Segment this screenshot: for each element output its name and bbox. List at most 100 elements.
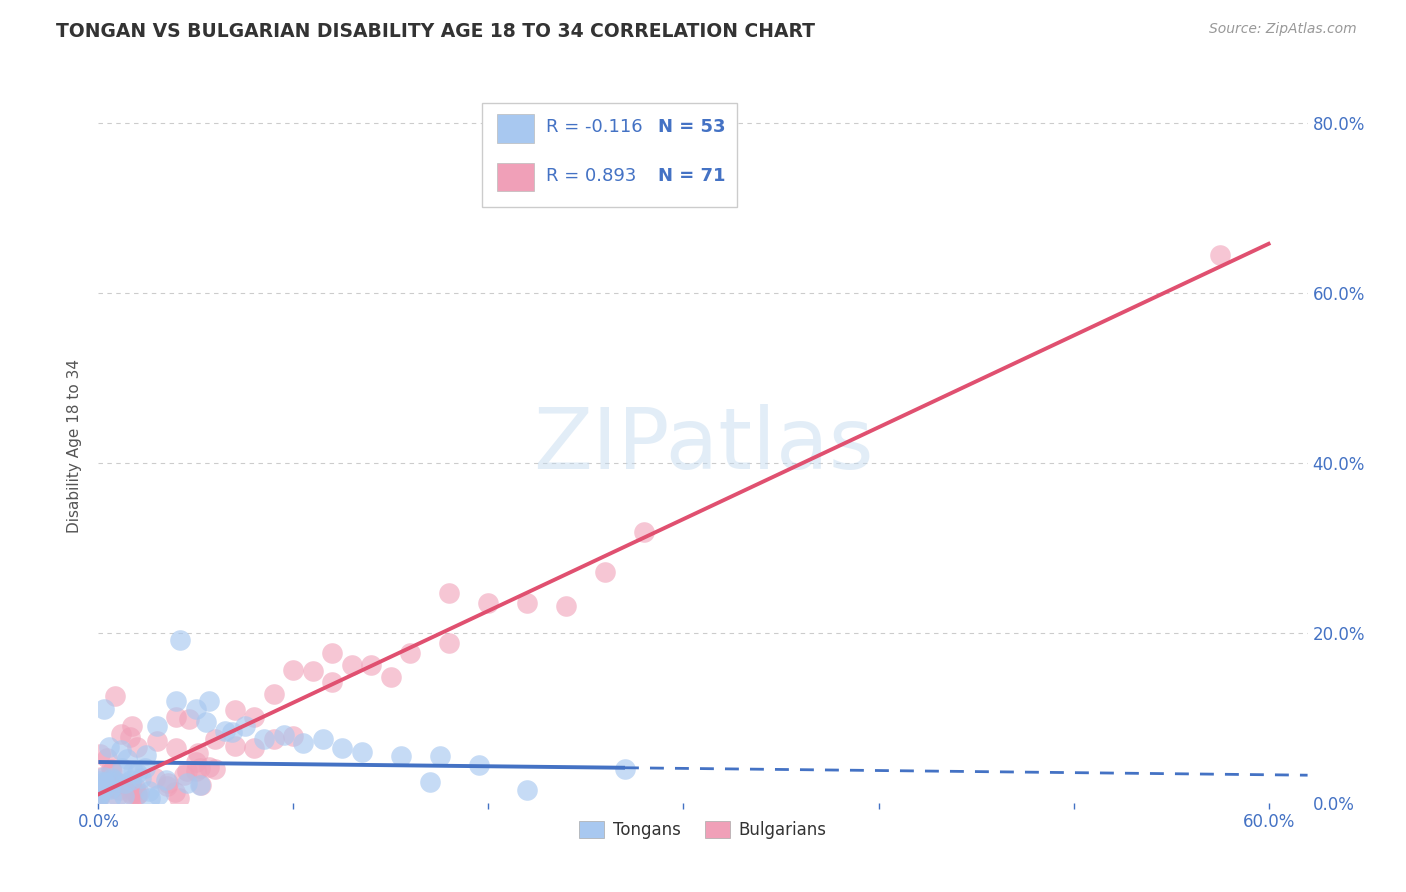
Point	[96, 751, 118, 765]
Point	[253, 732, 276, 747]
Point	[233, 719, 256, 733]
Point	[100, 780, 122, 795]
Point	[194, 715, 217, 730]
Point	[105, 789, 128, 804]
Point	[273, 728, 295, 742]
Point	[169, 791, 191, 805]
Point	[121, 719, 143, 733]
Point	[115, 752, 138, 766]
Point	[112, 789, 135, 803]
Point	[90, 770, 112, 784]
Point	[165, 694, 187, 708]
Point	[96, 775, 118, 789]
Point	[292, 736, 315, 750]
Point	[134, 761, 156, 775]
Point	[155, 772, 177, 787]
Point	[467, 757, 489, 772]
Point	[138, 790, 160, 805]
Point	[93, 702, 115, 716]
Point	[263, 687, 285, 701]
Point	[146, 719, 169, 733]
Legend: Tongans, Bulgarians: Tongans, Bulgarians	[572, 814, 834, 846]
Point	[380, 671, 402, 685]
Point	[98, 775, 121, 789]
Point	[100, 762, 122, 776]
Point	[93, 770, 115, 784]
Point	[120, 786, 142, 800]
Point	[633, 525, 655, 540]
Point	[108, 776, 131, 790]
Point	[127, 788, 149, 802]
Point	[87, 790, 110, 805]
Point	[135, 748, 157, 763]
Point	[190, 779, 212, 793]
Point	[124, 780, 146, 795]
Text: ZIPatlas: ZIPatlas	[533, 404, 873, 488]
Point	[176, 764, 198, 779]
Point	[90, 783, 112, 797]
Point	[165, 709, 187, 723]
Point	[188, 778, 211, 792]
Point	[419, 774, 441, 789]
Text: N = 53: N = 53	[658, 118, 725, 136]
Point	[165, 741, 187, 756]
Point	[121, 788, 143, 802]
Point	[101, 773, 124, 788]
Point	[176, 776, 198, 790]
Point	[121, 764, 143, 778]
Y-axis label: Disability Age 18 to 34: Disability Age 18 to 34	[67, 359, 83, 533]
Point	[224, 739, 246, 753]
Text: N = 71: N = 71	[658, 167, 725, 185]
Point	[169, 633, 191, 648]
Point	[516, 783, 538, 797]
Point	[128, 786, 150, 800]
Point	[101, 771, 124, 785]
Point	[108, 782, 131, 797]
Point	[340, 658, 363, 673]
Point	[122, 785, 145, 799]
Point	[125, 787, 148, 801]
Point	[204, 762, 226, 776]
Point	[243, 710, 266, 724]
Point	[321, 646, 343, 660]
Text: TONGAN VS BULGARIAN DISABILITY AGE 18 TO 34 CORRELATION CHART: TONGAN VS BULGARIAN DISABILITY AGE 18 TO…	[56, 22, 815, 41]
Point	[89, 786, 111, 800]
Point	[177, 712, 200, 726]
Point	[110, 743, 132, 757]
Point	[283, 729, 305, 743]
Point	[127, 766, 149, 780]
Point	[120, 780, 142, 794]
Text: R = 0.893: R = 0.893	[546, 167, 636, 185]
Point	[129, 772, 152, 786]
FancyBboxPatch shape	[482, 103, 737, 207]
Point	[165, 785, 187, 799]
Point	[184, 755, 207, 769]
Point	[101, 781, 124, 796]
Point	[98, 739, 121, 754]
Point	[516, 596, 538, 610]
Point	[350, 745, 373, 759]
Point	[204, 731, 226, 746]
Point	[614, 762, 637, 776]
Point	[146, 788, 169, 802]
Point	[100, 781, 122, 796]
Point	[389, 749, 412, 764]
Point	[188, 760, 211, 774]
Point	[87, 773, 110, 788]
Point	[330, 740, 353, 755]
Point	[120, 730, 142, 744]
Point	[127, 739, 149, 754]
Text: R = -0.116: R = -0.116	[546, 118, 643, 136]
Point	[224, 702, 246, 716]
Point	[104, 689, 127, 703]
Point	[321, 674, 343, 689]
Text: Source: ZipAtlas.com: Source: ZipAtlas.com	[1209, 22, 1357, 37]
Point	[143, 772, 166, 786]
Point	[114, 776, 136, 790]
Point	[87, 791, 110, 805]
Point	[89, 747, 111, 761]
Point	[439, 636, 461, 650]
Point	[94, 776, 117, 790]
Point	[110, 727, 132, 741]
Point	[120, 773, 142, 788]
